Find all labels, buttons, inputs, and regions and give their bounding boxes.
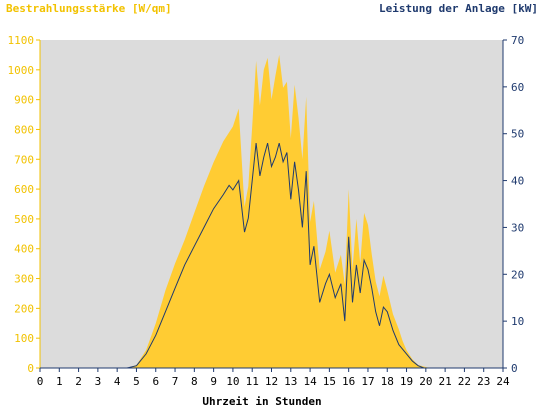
x-tick-label: 7 [172, 375, 179, 388]
left-tick-label: 200 [14, 302, 34, 315]
power-line [40, 142, 503, 369]
x-tick-label: 16 [342, 375, 355, 388]
x-tick-label: 14 [303, 375, 317, 388]
right-tick-label: 40 [511, 175, 524, 188]
left-tick-label: 300 [14, 273, 34, 286]
x-tick-label: 22 [458, 375, 471, 388]
left-tick-label: 800 [14, 123, 34, 136]
x-tick-label: 19 [400, 375, 413, 388]
x-tick-label: 4 [114, 375, 121, 388]
x-axis-ticks: 0 1 2 3 4 5 6 7 8 9 10 11 12 13 14 15 16 17 18 19 20 21 22 23 24 [37, 368, 510, 388]
left-axis-title: Bestrahlungsstärke [W/qm] [6, 2, 172, 15]
x-tick-label: 10 [226, 375, 239, 388]
left-tick-label: 600 [14, 183, 34, 196]
left-tick-label: 1000 [8, 64, 35, 77]
left-tick-label: 500 [14, 213, 34, 226]
x-tick-label: 1 [56, 375, 63, 388]
irradiance-series [40, 54, 503, 369]
right-tick-label: 60 [511, 81, 524, 94]
x-tick-label: 5 [133, 375, 140, 388]
left-tick-label: 1100 [8, 34, 35, 47]
x-tick-label: 13 [284, 375, 297, 388]
x-tick-label: 24 [496, 375, 510, 388]
x-tick-label: 17 [361, 375, 374, 388]
x-tick-label: 8 [191, 375, 198, 388]
x-tick-label: 21 [439, 375, 452, 388]
right-axis-title: Leistung der Anlage [kW] [379, 2, 538, 15]
left-axis-ticks: 0 100 200 300 400 500 600 700 800 900 1000 1100 [8, 34, 40, 375]
x-axis-label: Uhrzeit in Stunden [202, 395, 321, 408]
left-tick-label: 700 [14, 153, 34, 166]
x-tick-label: 12 [265, 375, 278, 388]
right-tick-label: 10 [511, 315, 524, 328]
x-tick-label: 11 [246, 375, 259, 388]
x-tick-label: 0 [37, 375, 44, 388]
left-tick-label: 400 [14, 243, 34, 256]
power-series [40, 142, 503, 369]
x-tick-label: 20 [419, 375, 432, 388]
left-tick-label: 0 [27, 362, 34, 375]
right-tick-label: 0 [511, 362, 518, 375]
right-tick-label: 50 [511, 128, 524, 141]
right-tick-label: 70 [511, 34, 524, 47]
x-tick-label: 18 [381, 375, 394, 388]
x-tick-label: 15 [323, 375, 336, 388]
x-tick-label: 23 [477, 375, 490, 388]
x-tick-label: 6 [152, 375, 159, 388]
x-tick-label: 9 [210, 375, 217, 388]
x-tick-label: 3 [95, 375, 102, 388]
irradiance-area [40, 54, 503, 369]
left-tick-label: 100 [14, 332, 34, 345]
left-tick-label: 900 [14, 94, 34, 107]
x-tick-label: 2 [75, 375, 82, 388]
right-tick-label: 30 [511, 221, 524, 234]
right-axis-ticks: 0 10 20 30 40 50 60 70 [503, 34, 524, 375]
right-tick-label: 20 [511, 268, 524, 281]
